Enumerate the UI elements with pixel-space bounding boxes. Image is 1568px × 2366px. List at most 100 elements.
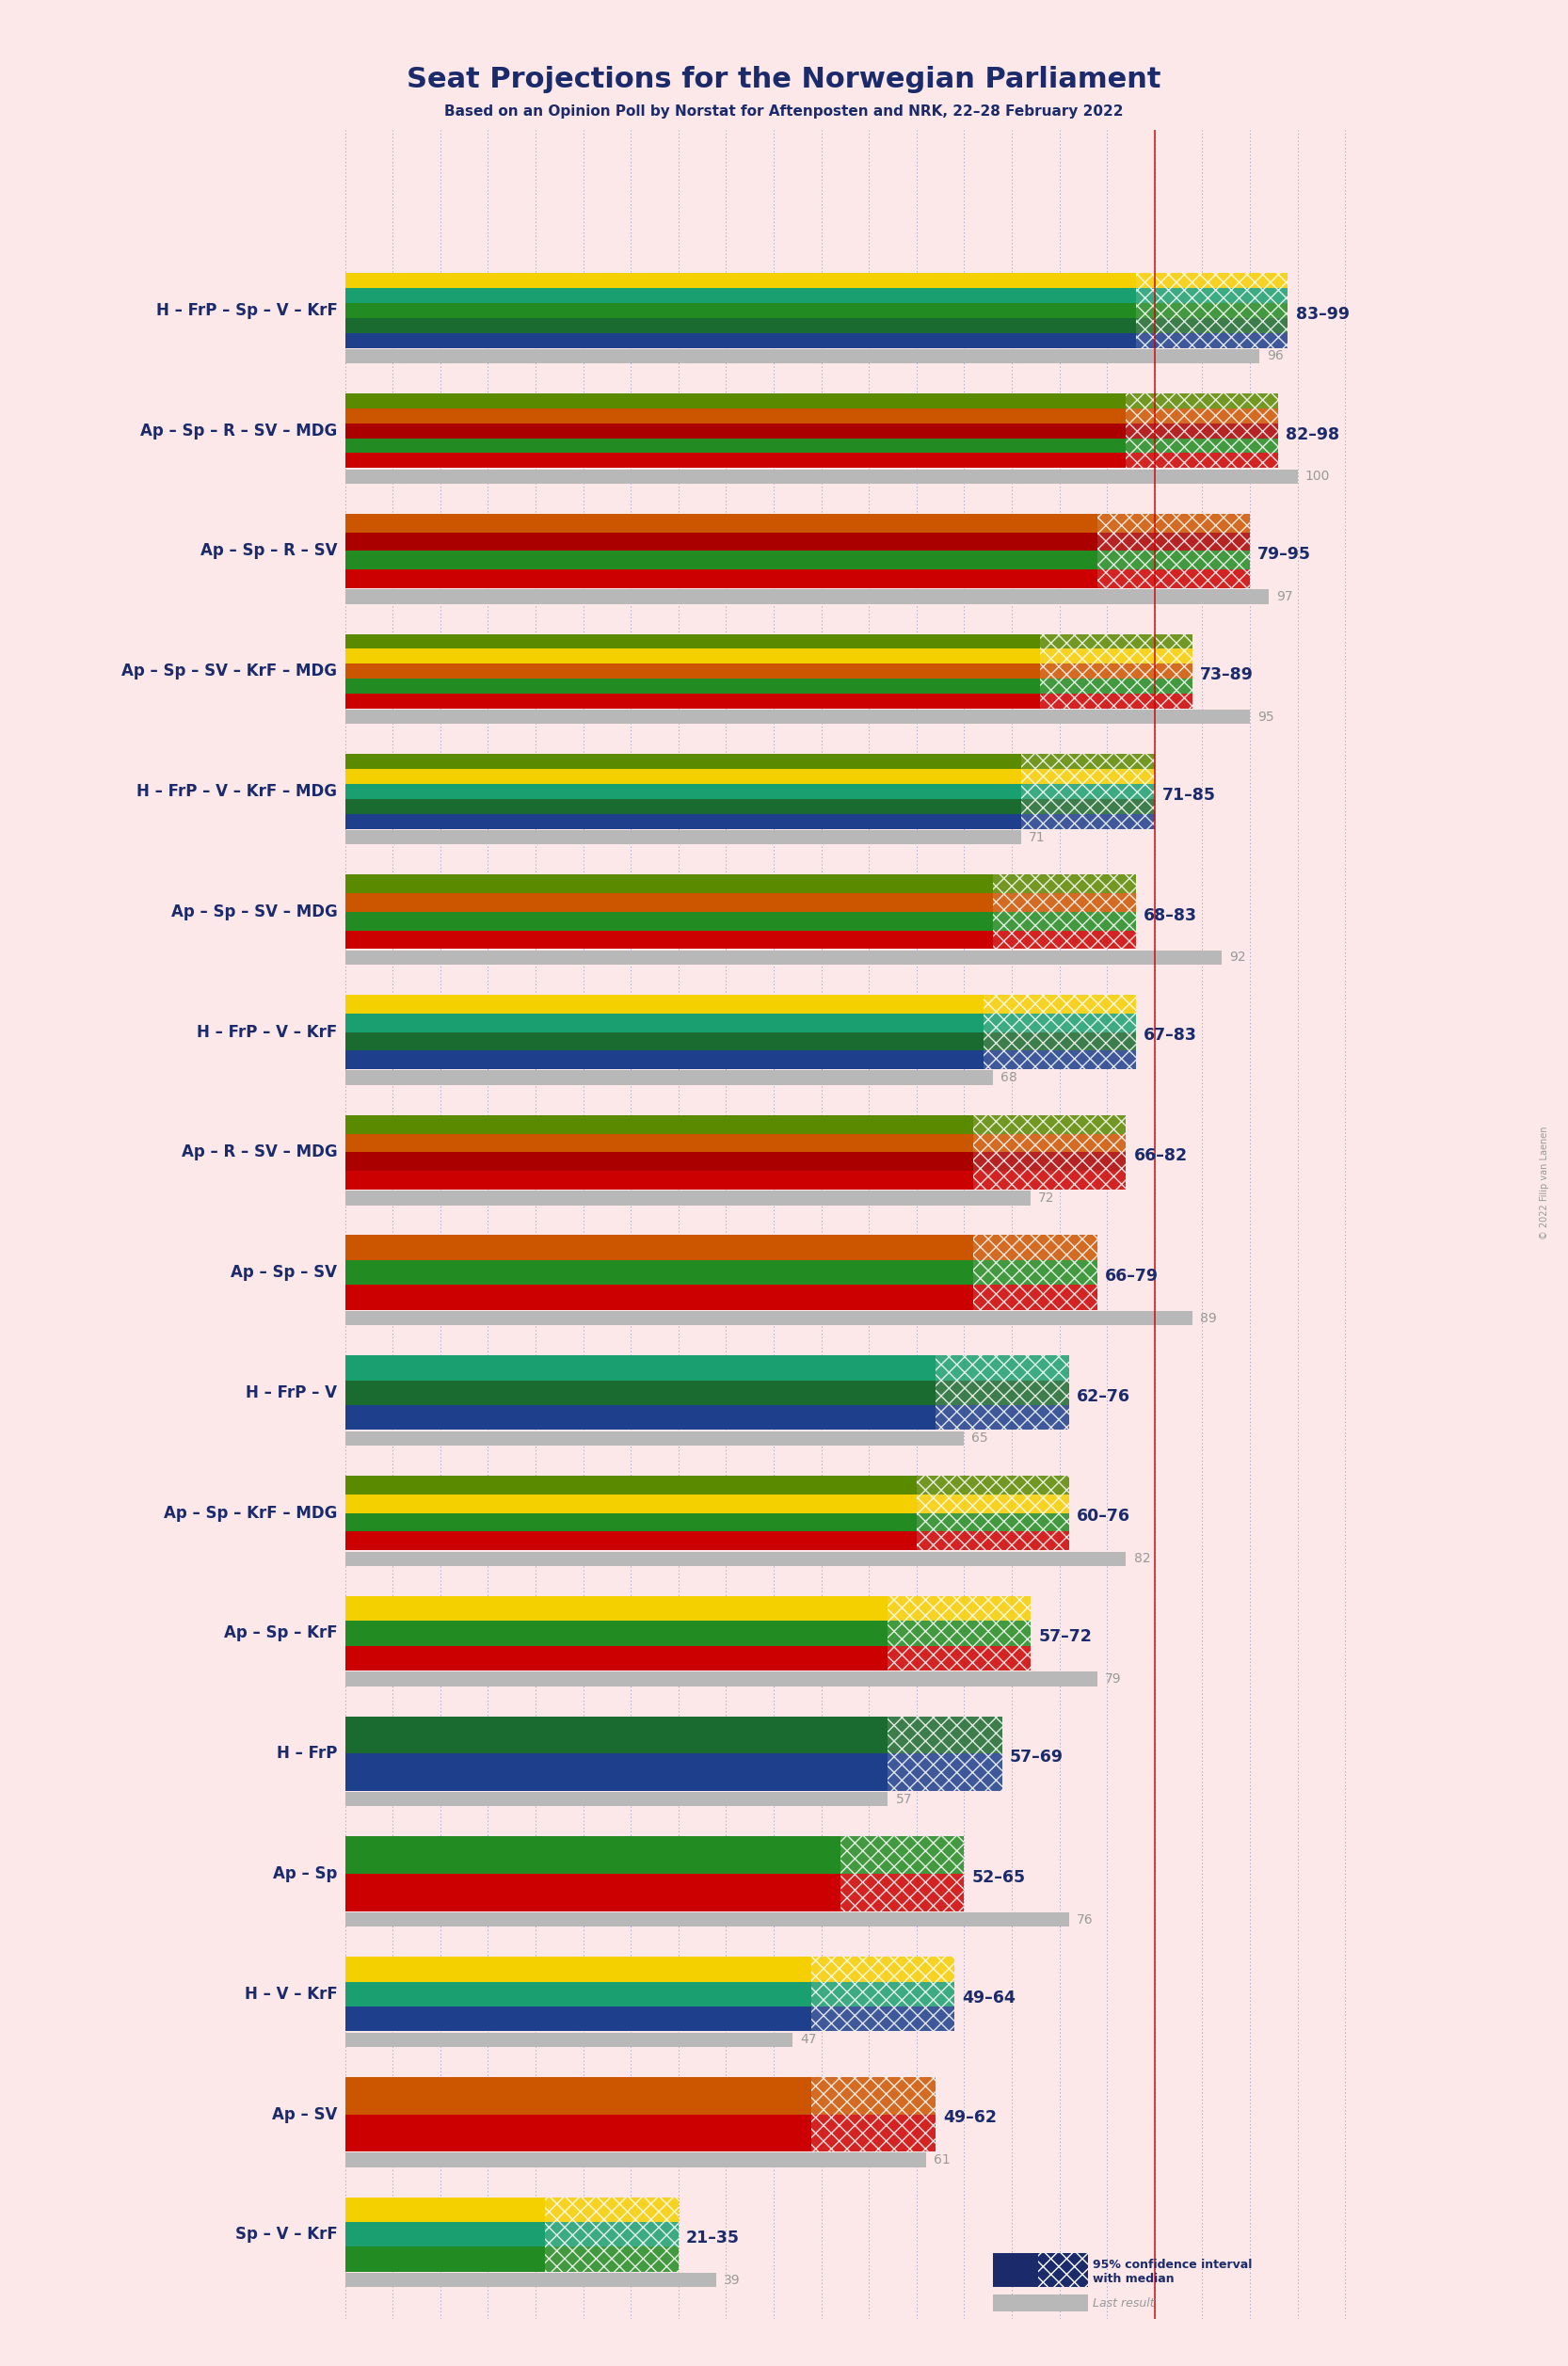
- Bar: [345, 2174, 1364, 2295]
- Text: 92: 92: [1229, 951, 1245, 963]
- Bar: [345, 490, 1364, 610]
- Bar: [345, 769, 1021, 783]
- Bar: [345, 1453, 1364, 1573]
- Bar: [345, 289, 1135, 303]
- Bar: [1098, 570, 1250, 589]
- Text: 71–85: 71–85: [1162, 786, 1215, 804]
- Text: © 2022 Filip van Laenen: © 2022 Filip van Laenen: [1540, 1126, 1549, 1240]
- Bar: [345, 1431, 964, 1446]
- Bar: [812, 2077, 936, 2115]
- Bar: [345, 1983, 812, 2006]
- Text: 66–82: 66–82: [1134, 1148, 1187, 1164]
- Bar: [345, 409, 1126, 424]
- Bar: [345, 1332, 1364, 1453]
- Text: 68: 68: [1000, 1072, 1018, 1084]
- Bar: [546, 2198, 679, 2222]
- Bar: [345, 1190, 1030, 1204]
- Bar: [345, 1836, 840, 1874]
- Bar: [1098, 513, 1250, 532]
- Bar: [345, 731, 1364, 852]
- Bar: [345, 1912, 1069, 1926]
- Bar: [345, 911, 993, 930]
- Bar: [840, 1874, 964, 1912]
- Bar: [345, 551, 1098, 570]
- Bar: [1021, 755, 1154, 769]
- Bar: [974, 1133, 1126, 1152]
- Text: Last result: Last result: [1093, 2297, 1154, 2309]
- Bar: [345, 1051, 983, 1069]
- Text: 47: 47: [800, 2032, 817, 2047]
- Bar: [345, 1032, 983, 1051]
- Bar: [983, 1013, 1135, 1032]
- Bar: [887, 1715, 1002, 1753]
- Text: Ap – SV: Ap – SV: [271, 2106, 337, 2122]
- Text: 57–69: 57–69: [1010, 1748, 1063, 1765]
- Bar: [345, 570, 1098, 589]
- Text: H – FrP – Sp – V – KrF: H – FrP – Sp – V – KrF: [155, 303, 337, 319]
- Bar: [936, 1356, 1069, 1379]
- Bar: [345, 334, 1135, 348]
- Bar: [345, 251, 1364, 371]
- Bar: [345, 830, 1021, 845]
- Bar: [345, 589, 1269, 603]
- Bar: [993, 930, 1135, 949]
- Bar: [1021, 769, 1154, 783]
- Bar: [345, 1069, 993, 1086]
- Bar: [345, 317, 1135, 334]
- Bar: [812, 1983, 955, 2006]
- Bar: [993, 892, 1135, 911]
- Bar: [345, 2248, 546, 2271]
- Bar: [345, 371, 1364, 490]
- Bar: [345, 994, 983, 1013]
- Text: Ap – Sp – KrF: Ap – Sp – KrF: [224, 1625, 337, 1642]
- Bar: [1040, 665, 1193, 679]
- Bar: [345, 693, 1040, 707]
- Bar: [993, 2295, 1088, 2312]
- Bar: [345, 1552, 1126, 1566]
- Bar: [345, 783, 1021, 800]
- Text: 60–76: 60–76: [1077, 1507, 1131, 1526]
- Bar: [993, 2252, 1038, 2288]
- Text: Ap – Sp – SV – MDG: Ap – Sp – SV – MDG: [171, 904, 337, 920]
- Bar: [1040, 634, 1193, 648]
- Bar: [345, 852, 1364, 972]
- Bar: [345, 1715, 887, 1753]
- Bar: [345, 634, 1040, 648]
- Text: 79: 79: [1105, 1673, 1121, 1685]
- Bar: [1040, 693, 1193, 707]
- Bar: [345, 1476, 916, 1495]
- Bar: [345, 2077, 812, 2115]
- Bar: [1135, 303, 1287, 317]
- Bar: [345, 610, 1364, 731]
- Bar: [1126, 424, 1278, 438]
- Text: 95: 95: [1258, 710, 1275, 724]
- Text: 72: 72: [1038, 1192, 1055, 1204]
- Bar: [345, 814, 1021, 828]
- Bar: [840, 1836, 964, 1874]
- Bar: [546, 2248, 679, 2271]
- Bar: [345, 800, 1021, 814]
- Bar: [345, 1356, 936, 1379]
- Bar: [345, 1152, 974, 1171]
- Bar: [983, 994, 1135, 1013]
- Text: 39: 39: [724, 2274, 740, 2288]
- Bar: [345, 272, 1135, 289]
- Text: 52–65: 52–65: [972, 1869, 1025, 1886]
- Text: H – FrP: H – FrP: [276, 1746, 337, 1763]
- Bar: [345, 1791, 887, 1805]
- Bar: [345, 532, 1098, 551]
- Bar: [345, 1379, 936, 1405]
- Text: 57–72: 57–72: [1038, 1628, 1091, 1644]
- Bar: [1126, 409, 1278, 424]
- Bar: [345, 1753, 887, 1791]
- Text: 21–35: 21–35: [685, 2229, 740, 2248]
- Bar: [345, 665, 1040, 679]
- Bar: [345, 1621, 887, 1647]
- Bar: [916, 1512, 1069, 1531]
- Text: Sp – V – KrF: Sp – V – KrF: [235, 2226, 337, 2243]
- Bar: [916, 1531, 1069, 1550]
- Bar: [345, 1673, 1098, 1687]
- Text: 68–83: 68–83: [1143, 906, 1196, 923]
- Bar: [916, 1476, 1069, 1495]
- Bar: [345, 393, 1126, 409]
